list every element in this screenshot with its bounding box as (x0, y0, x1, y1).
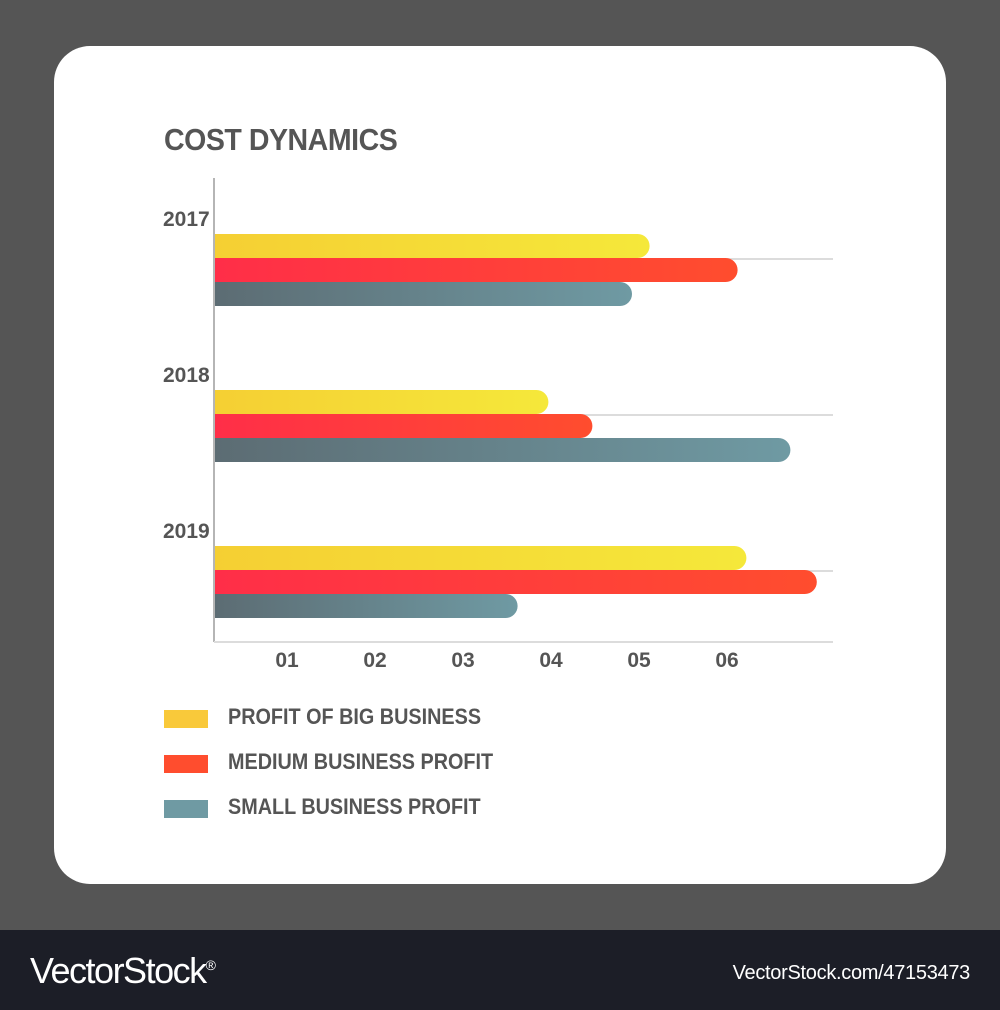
bar (214, 570, 817, 594)
x-tick-label: 05 (627, 649, 651, 672)
bar (214, 438, 791, 462)
chart-card (54, 46, 946, 884)
y-tick-label: 2019 (163, 520, 210, 543)
legend-label: MEDIUM BUSINESS PROFIT (228, 749, 494, 774)
footer-bar: VectorStock® VectorStock.com/47153473 (0, 930, 1000, 1010)
x-tick-label: 04 (539, 649, 563, 672)
x-tick-label: 03 (451, 649, 474, 672)
legend-label: SMALL BUSINESS PROFIT (228, 794, 481, 819)
brand-logo: VectorStock® (30, 950, 216, 991)
y-tick-label: 2018 (163, 364, 210, 387)
bar (214, 414, 593, 438)
x-tick-label: 06 (715, 649, 738, 672)
y-tick-label: 2017 (163, 208, 210, 231)
bar (214, 258, 738, 282)
bar (214, 594, 518, 618)
bar (214, 390, 549, 414)
image-id: VectorStock.com/47153473 (732, 962, 971, 984)
legend-label: PROFIT OF BIG BUSINESS (228, 704, 482, 729)
x-tick-label: 02 (363, 649, 386, 672)
x-tick-label: 01 (275, 649, 299, 672)
chart-title: COST DYNAMICS (164, 122, 398, 157)
bar (214, 546, 747, 570)
bar (214, 282, 632, 306)
bar (214, 234, 650, 258)
legend-swatch (164, 755, 208, 773)
legend-swatch (164, 710, 208, 728)
legend-swatch (164, 800, 208, 818)
